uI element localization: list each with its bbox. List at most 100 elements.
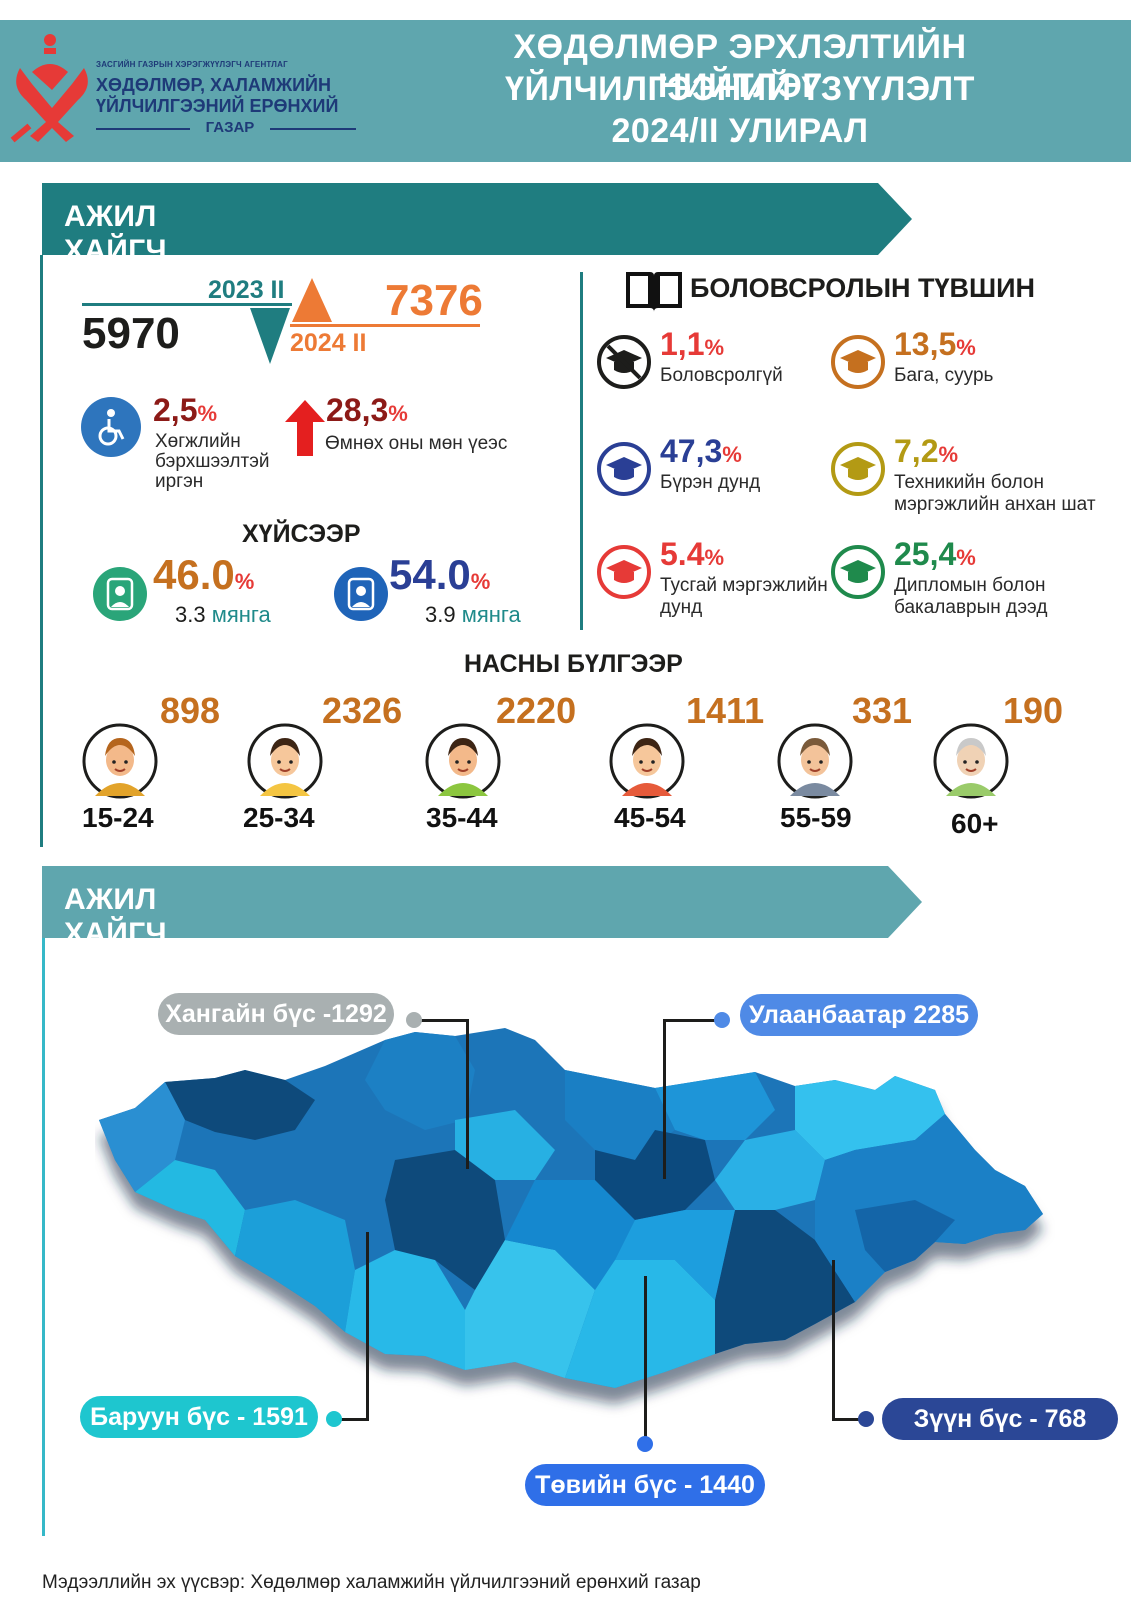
page-title-line2: ҮЙЛЧИЛГЭЭНИЙ ҮЗҮҮЛЭЛТ xyxy=(505,70,975,108)
section1-column-divider xyxy=(580,272,583,630)
connector-khangai-v xyxy=(466,1019,469,1169)
education-label-2: дунд xyxy=(660,597,703,618)
education-percent-unit: % xyxy=(704,545,725,570)
dot-central xyxy=(637,1436,653,1452)
education-value-4: 5.4% xyxy=(660,536,724,573)
prev-period-value: 5970 xyxy=(82,309,180,358)
male-count-unit: мянга xyxy=(461,602,521,627)
header-bar xyxy=(0,20,1131,162)
education-percent: 25,4 xyxy=(894,536,957,572)
older-man-face-icon xyxy=(777,723,853,799)
female-count-value: 3.3 xyxy=(175,602,206,627)
age-group-value: 2220 xyxy=(496,690,577,731)
education-percent: 5.4 xyxy=(660,536,705,572)
education-label: Дипломын болон xyxy=(894,575,1046,596)
gender-title: ХҮЙСЭЭР xyxy=(242,520,361,548)
region-khangai-label: Хангайн бүс -1292 xyxy=(158,993,394,1035)
connector-east-v xyxy=(832,1260,835,1420)
education-label-2: мэргэжлийн анхан шат xyxy=(894,494,1096,515)
connector-west xyxy=(340,1418,369,1421)
education-label: Техникийн болон xyxy=(894,472,1044,493)
connector-east xyxy=(832,1418,866,1421)
age-group-label: 35-44 xyxy=(426,802,498,833)
curr-period-value: 7376 xyxy=(385,276,483,325)
section1-banner-title: АЖИЛ ХАЙГЧ ИРГЭН xyxy=(64,200,168,301)
education-value-3: 7,2% xyxy=(894,433,958,470)
graduation-cap-icon xyxy=(831,442,885,496)
age-group-value: 2326 xyxy=(322,690,403,731)
connector-khangai xyxy=(420,1019,468,1022)
education-label: Боловсролгүй xyxy=(660,365,783,386)
male-icon xyxy=(334,567,388,621)
agency-name-line1: ХӨДӨЛМӨР, ХАЛАМЖИЙН xyxy=(96,75,331,95)
section2-banner-title: АЖИЛ ХАЙГЧ ИРГЭН xyxy=(64,883,168,984)
disability-label-1: Хөгжлийн xyxy=(155,431,241,452)
dot-khangai xyxy=(406,1012,422,1028)
growth-unit: % xyxy=(388,401,408,426)
disability-unit: % xyxy=(197,401,218,426)
section2-banner xyxy=(42,866,922,938)
triangle-down-icon xyxy=(250,308,290,364)
woman-face-icon xyxy=(247,723,323,799)
agency-name-line2: ҮЙЛЧИЛГЭЭНИЙ ЕРӨНХИЙ xyxy=(96,96,339,116)
arrow-up-icon xyxy=(285,400,325,456)
agency-logo-icon xyxy=(10,34,88,143)
dot-east xyxy=(858,1411,874,1427)
growth-value: 28,3 xyxy=(326,392,389,428)
agency-name-line3: ГАЗАР xyxy=(190,119,270,136)
woman-face-icon xyxy=(609,723,685,799)
region-east-label: Зүүн бүс - 768 xyxy=(882,1398,1118,1440)
male-count: 3.9 мянга xyxy=(425,602,521,628)
section1-left-rule xyxy=(40,255,43,847)
education-percent-unit: % xyxy=(956,545,976,570)
disability-label-2: бэрхшээлтэй xyxy=(155,451,270,472)
disability-stat: 2,5% xyxy=(153,392,217,429)
age-group-value: 898 xyxy=(160,690,221,731)
age-group-label: 45-54 xyxy=(614,802,686,833)
education-percent-unit: % xyxy=(704,335,725,360)
graduation-cap-icon xyxy=(597,545,651,599)
triangle-up-icon xyxy=(292,278,332,322)
dot-ub xyxy=(714,1012,730,1028)
curr-period-label: 2024 II xyxy=(290,329,367,357)
prev-period-rule xyxy=(82,303,292,306)
education-label: Бүрэн дунд xyxy=(660,472,761,493)
section1-banner xyxy=(42,183,912,255)
education-value-1: 13,5% xyxy=(894,326,976,363)
female-count-unit: мянга xyxy=(211,602,271,627)
age-group-label: 55-59 xyxy=(780,802,852,833)
female-value: 46.0 xyxy=(153,551,235,598)
age-group-label: 60+ xyxy=(951,808,999,839)
page-title-line1: ХӨДӨЛМӨР ЭРХЛЭЛТИЙН НИЙТЛЭГ xyxy=(513,28,967,105)
age-group-value: 190 xyxy=(1003,690,1064,731)
page-title-line3: 2024/II УЛИРАЛ xyxy=(611,112,869,150)
man-face-icon xyxy=(425,723,501,799)
education-value-0: 1,1% xyxy=(660,326,724,363)
education-percent-unit: % xyxy=(938,442,959,467)
graduation-cap-icon xyxy=(597,442,651,496)
disability-value: 2,5 xyxy=(153,392,198,428)
connector-central-v xyxy=(644,1276,647,1444)
education-label: Тусгай мэргэжлийн xyxy=(660,575,828,596)
graduation-cap-icon xyxy=(831,335,885,389)
education-label-2: бакалаврын дээд xyxy=(894,597,1048,618)
age-group-value: 1411 xyxy=(686,690,765,731)
male-unit: % xyxy=(470,569,491,594)
source-note: Мэдээллийн эх үүсвэр: Хөдөлмөр халамжийн… xyxy=(42,1572,701,1593)
curr-period-rule xyxy=(290,324,480,327)
connector-ub xyxy=(663,1019,723,1022)
male-value: 54.0 xyxy=(389,551,471,598)
graduation-cap-icon xyxy=(831,545,885,599)
education-percent: 1,1 xyxy=(660,326,705,362)
education-percent-unit: % xyxy=(956,335,976,360)
growth-label: Өмнөх оны мөн үеэс xyxy=(325,433,508,454)
age-group-value: 331 xyxy=(852,690,913,731)
male-stat: 54.0% xyxy=(389,551,490,599)
male-count-value: 3.9 xyxy=(425,602,456,627)
female-unit: % xyxy=(234,569,255,594)
no-education-icon xyxy=(597,335,651,389)
age-group-label: 15-24 xyxy=(82,802,154,833)
education-percent: 7,2 xyxy=(894,433,939,469)
agency-subtitle: ЗАСГИЙН ГАЗРЫН ХЭРЭГЖҮҮЛЭГЧ АГЕНТЛАГ xyxy=(96,60,288,69)
wheelchair-icon xyxy=(81,397,141,457)
